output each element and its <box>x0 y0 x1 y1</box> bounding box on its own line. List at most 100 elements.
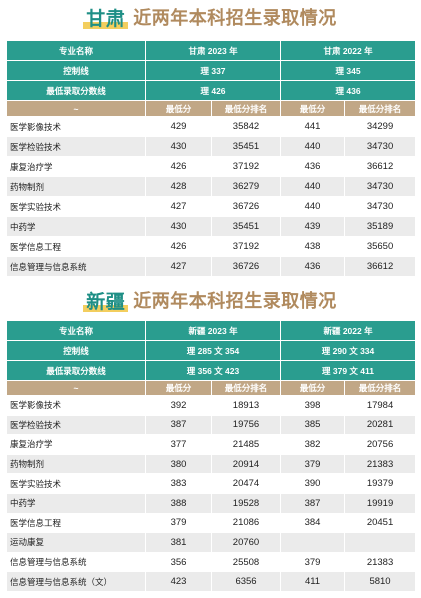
subheader-cell: 最低分排名 <box>344 100 417 117</box>
min-score-row: 最低录取分数线 理 426 理 436 <box>6 80 417 101</box>
min-rank-2023-cell: 35842 <box>210 116 282 137</box>
header-year-2022: 新疆 2022 年 <box>280 320 417 341</box>
subheader-cell: ~ <box>6 380 146 396</box>
min-rank-2022-cell: 36612 <box>344 256 417 277</box>
min-score-2022-cell: 379 <box>280 551 346 573</box>
gansu-title: 甘肃 近两年本科招生录取情况 <box>0 0 421 34</box>
min-rank-2022-cell: 35650 <box>344 236 417 257</box>
subheader-row: ~ 最低分 最低分排名 最低分 最低分排名 <box>6 380 417 396</box>
gansu-title-province: 甘肃 <box>83 4 129 31</box>
control-line-2022: 理 345 <box>280 60 417 81</box>
min-rank-2023-cell: 36279 <box>210 176 282 197</box>
major-name: 医学信息工程 <box>6 512 146 534</box>
min-score-2022-cell: 440 <box>280 136 346 157</box>
gansu-section: 甘肃 近两年本科招生录取情况 专业名称 甘肃 2023 年 甘肃 2022 年 … <box>0 0 421 277</box>
major-name: 信息管理与信息系统 <box>6 551 146 573</box>
min-score-2023-cell: 388 <box>145 492 212 514</box>
min-score-2023-cell: 380 <box>145 453 212 475</box>
min-score-2022-cell: 440 <box>280 196 346 217</box>
min-score-2023-cell: 428 <box>145 176 212 197</box>
table-row: 药物制剂 380 20914 379 21383 <box>6 453 417 475</box>
min-rank-2022-cell <box>344 532 417 553</box>
subheader-cell: ~ <box>6 100 146 117</box>
subheader-cell: 最低分排名 <box>210 100 282 117</box>
major-name: 医学影像技术 <box>6 116 146 137</box>
min-score-2023-cell: 426 <box>145 236 212 257</box>
min-score-2023-cell: 429 <box>145 116 212 137</box>
min-score-2023-cell: 379 <box>145 512 212 534</box>
control-line-2023: 理 337 <box>144 60 282 81</box>
min-rank-2023-cell: 35451 <box>210 216 282 237</box>
table-row: 康复治疗学 426 37192 436 36612 <box>6 156 417 177</box>
control-line-2023: 理 285 文 354 <box>144 340 282 361</box>
min-rank-2023-cell: 21086 <box>210 512 282 534</box>
subheader-row: ~ 最低分 最低分排名 最低分 最低分排名 <box>6 100 417 117</box>
min-score-label: 最低录取分数线 <box>6 360 146 381</box>
min-rank-2023-cell: 36726 <box>210 196 282 217</box>
min-score-2023: 理 356 文 423 <box>144 360 282 381</box>
header-year-2023: 甘肃 2023 年 <box>144 40 282 61</box>
min-score-2022-cell: 390 <box>280 473 346 494</box>
xinjiang-admission-table: 专业名称 新疆 2023 年 新疆 2022 年 控制线 理 285 文 354… <box>6 320 417 592</box>
control-line-label: 控制线 <box>6 60 146 81</box>
xinjiang-title: 新疆 近两年本科招生录取情况 <box>0 283 421 317</box>
major-name: 医学检验技术 <box>6 414 146 436</box>
table-row: 信息管理与信息系统 427 36726 436 36612 <box>6 256 417 277</box>
min-score-2023-cell: 430 <box>145 216 212 237</box>
min-rank-2022-cell: 5810 <box>344 571 417 592</box>
min-score-2023-cell: 377 <box>145 434 212 455</box>
header-row: 专业名称 甘肃 2023 年 甘肃 2022 年 <box>6 40 417 61</box>
min-score-2022-cell: 436 <box>280 156 346 177</box>
min-score-2022-cell: 385 <box>280 414 346 436</box>
header-year-2023: 新疆 2023 年 <box>144 320 282 341</box>
table-row: 运动康复 381 20760 <box>6 532 417 553</box>
min-score-2023-cell: 392 <box>145 395 212 416</box>
header-major: 专业名称 <box>6 40 146 61</box>
major-name: 药物制剂 <box>6 176 146 197</box>
min-score-2022-cell: 439 <box>280 216 346 237</box>
subheader-cell: 最低分排名 <box>344 380 417 396</box>
xinjiang-title-province: 新疆 <box>83 287 129 314</box>
min-rank-2023-cell: 20914 <box>210 453 282 475</box>
major-name: 中药学 <box>6 216 146 237</box>
min-score-2023-cell: 423 <box>145 571 212 592</box>
min-rank-2023-cell: 20474 <box>210 473 282 494</box>
header-year-2022: 甘肃 2022 年 <box>280 40 417 61</box>
min-score-2022-cell: 411 <box>280 571 346 592</box>
min-rank-2023-cell: 20760 <box>210 532 282 553</box>
control-line-2022: 理 290 文 334 <box>280 340 417 361</box>
table-row: 医学检验技术 430 35451 440 34730 <box>6 136 417 157</box>
major-name: 医学实验技术 <box>6 473 146 494</box>
major-name: 信息管理与信息系统 <box>6 256 146 277</box>
major-name: 医学实验技术 <box>6 196 146 217</box>
major-name: 药物制剂 <box>6 453 146 475</box>
min-rank-2023-cell: 6356 <box>210 571 282 592</box>
min-rank-2022-cell: 34730 <box>344 176 417 197</box>
min-score-2022: 理 436 <box>280 80 417 101</box>
min-rank-2022-cell: 34730 <box>344 196 417 217</box>
min-rank-2022-cell: 36612 <box>344 156 417 177</box>
min-score-2022-cell: 382 <box>280 434 346 455</box>
min-rank-2023-cell: 37192 <box>210 236 282 257</box>
min-score-row: 最低录取分数线 理 356 文 423 理 379 文 411 <box>6 360 417 381</box>
control-line-label: 控制线 <box>6 340 146 361</box>
table-row: 中药学 430 35451 439 35189 <box>6 216 417 237</box>
min-rank-2022-cell: 21383 <box>344 453 417 475</box>
min-rank-2022-cell: 21383 <box>344 551 417 573</box>
table-row: 医学实验技术 427 36726 440 34730 <box>6 196 417 217</box>
min-score-2022-cell: 398 <box>280 395 346 416</box>
table-row: 信息管理与信息系统 356 25508 379 21383 <box>6 551 417 573</box>
min-score-2023-cell: 430 <box>145 136 212 157</box>
header-major: 专业名称 <box>6 320 146 341</box>
subheader-cell: 最低分 <box>145 380 212 396</box>
min-score-2023-cell: 381 <box>145 532 212 553</box>
table-row: 药物制剂 428 36279 440 34730 <box>6 176 417 197</box>
min-score-2023-cell: 426 <box>145 156 212 177</box>
major-name: 医学检验技术 <box>6 136 146 157</box>
min-score-2022-cell: 379 <box>280 453 346 475</box>
min-rank-2022-cell: 34730 <box>344 136 417 157</box>
min-score-2023-cell: 383 <box>145 473 212 494</box>
major-name: 康复治疗学 <box>6 434 146 455</box>
min-score-2022-cell <box>280 532 346 553</box>
min-rank-2022-cell: 20281 <box>344 414 417 436</box>
